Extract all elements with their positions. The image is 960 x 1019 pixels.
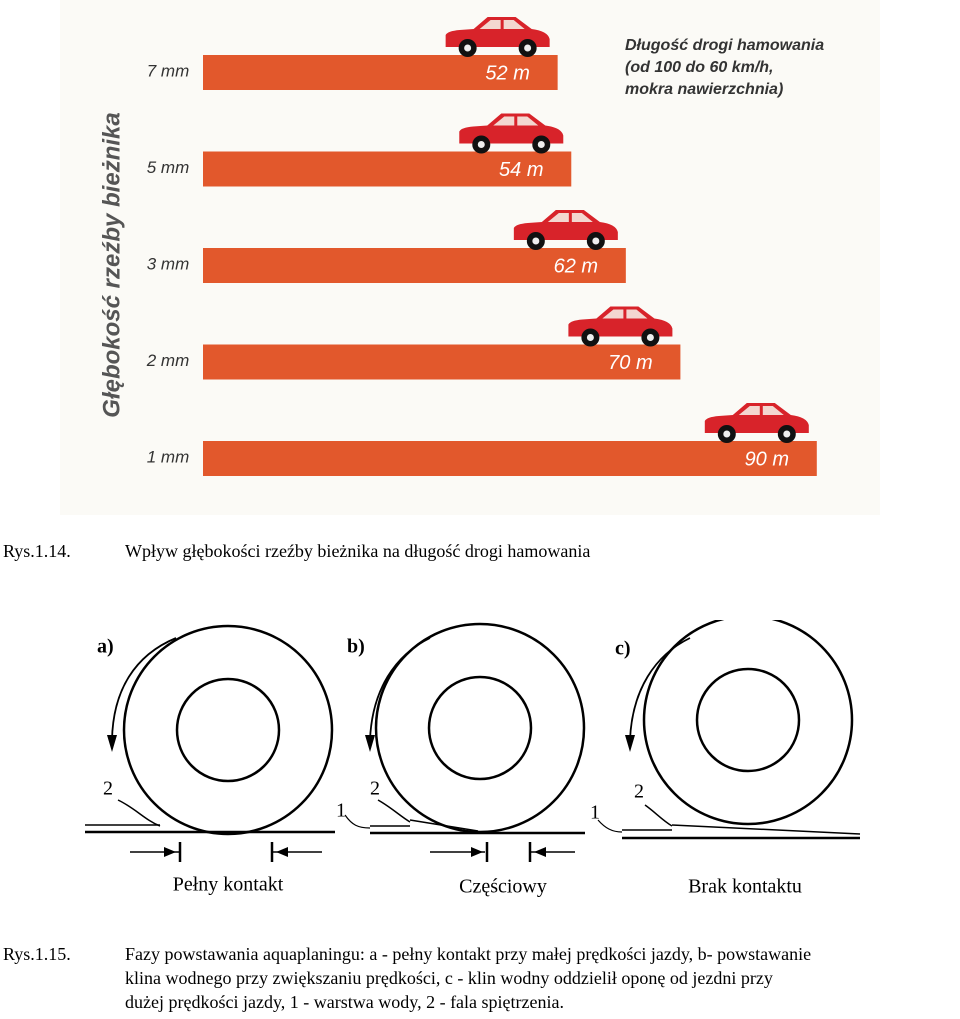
- value-label: 90 m: [745, 448, 789, 470]
- marker: 2: [103, 778, 113, 800]
- category-label: 5 mm: [147, 158, 190, 177]
- y-axis-label: Głębokość rzeźby bieżnika: [98, 112, 125, 417]
- marker: 1: [590, 802, 600, 824]
- marker: 2: [370, 778, 380, 800]
- aquaplaning-diagram: a) b) c) 2 1 2 1 2 Pełny kontakt Częścio…: [85, 620, 861, 898]
- figure-caption: Wpływ głębokości rzeźby bieżnika na dług…: [125, 541, 591, 561]
- car-hub: [537, 141, 545, 148]
- car-hub: [532, 237, 540, 245]
- car-hub: [783, 430, 791, 438]
- bar: [203, 55, 558, 90]
- car-hub: [646, 334, 654, 341]
- car-hub: [723, 430, 731, 438]
- category-label: 1 mm: [147, 447, 190, 466]
- value-label: 70 m: [608, 352, 652, 374]
- bar: [203, 248, 626, 283]
- car-body: [513, 210, 618, 240]
- marker: 1: [336, 800, 346, 822]
- panel-label: b): [347, 636, 365, 658]
- car-window: [547, 213, 593, 222]
- panel-label: a): [97, 636, 114, 658]
- car-window: [493, 116, 539, 126]
- value-label: 62 m: [554, 255, 598, 277]
- arrowheads: [625, 735, 635, 752]
- chart-title: Długość drogi hamowania: [625, 37, 824, 54]
- chart: Długość drogi hamowania (od 100 do 60 km…: [98, 17, 825, 476]
- car-body: [445, 17, 550, 47]
- car-icon: [513, 210, 618, 250]
- tire-a: [85, 624, 335, 862]
- category-label: 2 mm: [146, 351, 190, 370]
- panel-caption: Częściowy: [459, 876, 547, 898]
- panel-caption: Brak kontaktu: [688, 876, 802, 898]
- car-hub: [477, 141, 485, 148]
- panel-label: c): [615, 638, 631, 660]
- car-window: [479, 20, 525, 29]
- bar: [203, 441, 817, 476]
- car-window: [602, 309, 648, 319]
- car-body: [459, 113, 564, 144]
- figure-caption-line: klina wodnego przy zwiększaniu prędkości…: [125, 968, 773, 988]
- car-hub: [586, 334, 594, 341]
- bar: [203, 151, 572, 187]
- car-window: [738, 406, 784, 415]
- tire-c: [597, 620, 861, 840]
- panel-caption: Pełny kontakt: [173, 874, 284, 896]
- bar: [203, 344, 681, 380]
- car-icon: [568, 306, 673, 347]
- car-hub: [524, 44, 532, 52]
- car-icon: [459, 113, 564, 154]
- tire-b: [344, 622, 586, 862]
- car-icon: [445, 17, 550, 57]
- figure-number: Rys.1.14.: [3, 541, 71, 561]
- marker: 2: [634, 781, 644, 803]
- car-body: [568, 306, 673, 337]
- figure-number: Rys.1.15.: [3, 944, 71, 964]
- chart-subtitle: (od 100 do 60 km/h,: [625, 59, 773, 76]
- figure-caption-line: Fazy powstawania aquaplaningu: a - pełny…: [125, 944, 812, 964]
- car-hub: [592, 237, 600, 245]
- car-hub: [464, 44, 472, 52]
- chart-subtitle: mokra nawierzchnia): [625, 81, 783, 98]
- car-icon: [704, 403, 809, 443]
- category-label: 3 mm: [147, 254, 190, 273]
- figure-caption-line: dużej prędkości jazdy, 1 - warstwa wody,…: [125, 992, 564, 1012]
- value-label: 54 m: [499, 159, 543, 181]
- car-body: [704, 403, 809, 433]
- value-label: 52 m: [485, 62, 529, 84]
- category-label: 7 mm: [147, 61, 190, 80]
- arrowheads: [365, 735, 546, 857]
- arrowheads: [107, 735, 288, 857]
